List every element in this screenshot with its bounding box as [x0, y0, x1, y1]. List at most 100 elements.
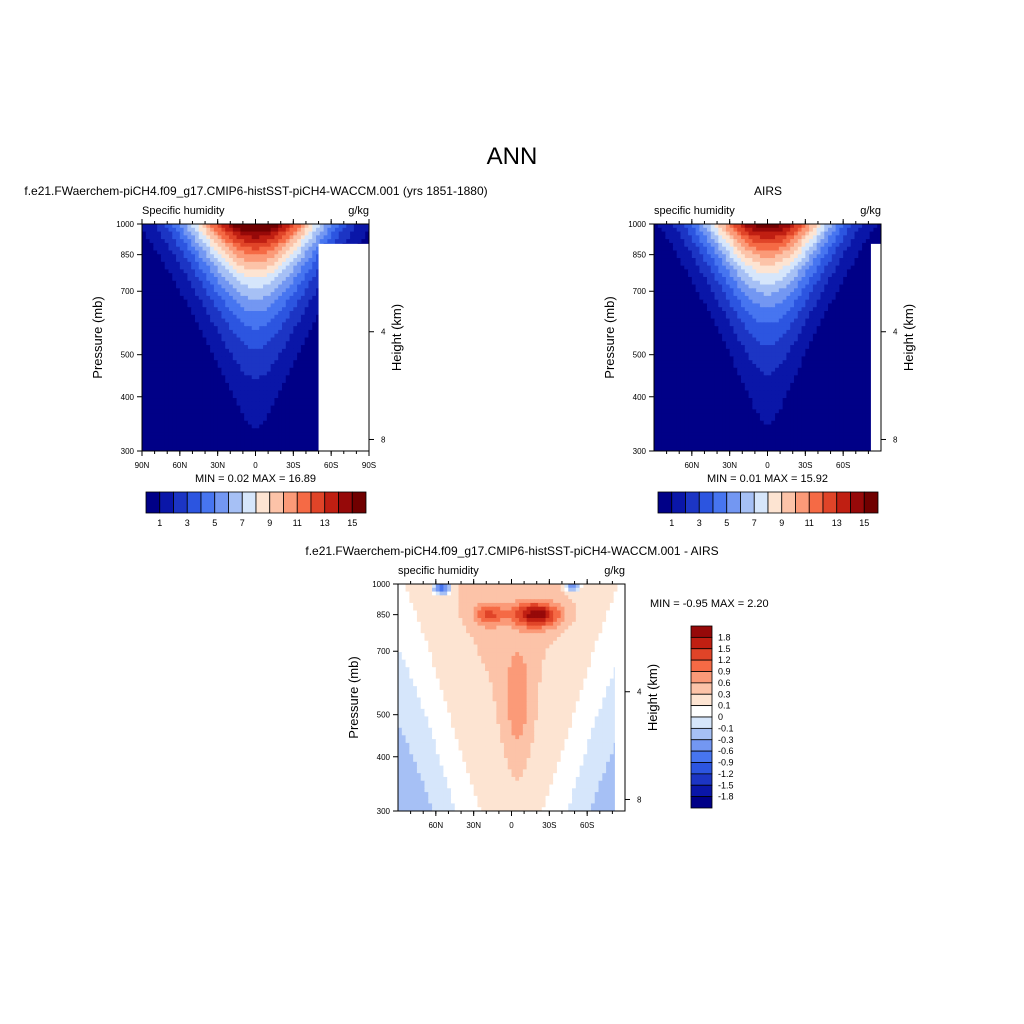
contour-cell	[289, 242, 294, 248]
contour-cell	[247, 337, 253, 342]
contour-cell	[835, 265, 840, 270]
contour-cell	[809, 235, 814, 240]
contour-cell	[259, 303, 264, 308]
contour-cell	[202, 329, 207, 335]
contour-cell	[297, 231, 302, 236]
contour-cell	[251, 269, 257, 274]
contour-cell	[281, 254, 287, 259]
contour-cell	[684, 258, 689, 263]
contour-cell	[232, 428, 238, 433]
contour-cell	[229, 303, 234, 308]
contour-cell	[790, 250, 795, 255]
contour-cell	[198, 382, 204, 388]
contour-cell	[775, 292, 780, 297]
contour-cell	[142, 318, 147, 323]
contour-cell	[285, 235, 291, 240]
contour-cell	[672, 254, 678, 259]
contour-cell	[877, 239, 881, 244]
contour-cell	[179, 386, 185, 392]
contour-cell	[661, 269, 666, 274]
contour-cell	[706, 239, 712, 244]
contour-cell	[202, 352, 207, 358]
contour-cell	[293, 413, 298, 418]
contour-cell	[274, 333, 279, 339]
contour-cell	[763, 280, 769, 286]
contour-cell	[820, 246, 825, 252]
contour-cell	[236, 280, 241, 286]
contour-cell	[206, 276, 211, 282]
contour-cell	[684, 288, 689, 293]
contour-cell	[289, 401, 294, 407]
contour-cell	[300, 432, 306, 437]
contour-cell	[285, 443, 291, 448]
contour-cell	[149, 276, 154, 282]
contour-cell	[225, 352, 230, 358]
contour-cell	[790, 239, 795, 244]
contour-cell	[213, 333, 219, 339]
contour-cell	[323, 224, 328, 229]
contour-cell	[270, 314, 276, 320]
contour-cell	[278, 341, 283, 346]
contour-cell	[142, 375, 147, 380]
contour-cell	[229, 401, 234, 407]
contour-cell	[820, 239, 825, 244]
contour-cell	[251, 390, 257, 395]
contour-cell	[654, 269, 659, 274]
contour-cell	[278, 432, 283, 437]
contour-cell	[259, 405, 264, 410]
contour-cell	[820, 276, 825, 282]
contour-cell	[263, 322, 268, 327]
contour-cell	[225, 311, 230, 316]
contour-cell	[247, 307, 253, 312]
contour-cell	[198, 345, 204, 350]
contour-cell	[312, 348, 317, 354]
contour-cell	[801, 254, 806, 259]
contour-cell	[725, 239, 731, 244]
contour-cell	[217, 386, 223, 392]
contour-cell	[202, 401, 207, 407]
contour-cell	[160, 265, 166, 270]
contour-cell	[176, 307, 181, 312]
contour-cell	[176, 292, 181, 297]
contour-cell	[797, 242, 803, 248]
contour-cell	[172, 443, 177, 448]
contour-cell	[331, 235, 336, 240]
contour-cell	[244, 398, 249, 403]
contour-cell	[669, 250, 674, 255]
contour-cell	[244, 231, 249, 236]
contour-cell	[176, 443, 181, 448]
contour-cell	[308, 333, 313, 339]
contour-cell	[654, 288, 659, 293]
contour-cell	[877, 231, 881, 236]
contour-cell	[202, 311, 207, 316]
contour-cell	[255, 443, 260, 448]
contour-cell	[293, 379, 298, 384]
contour-cell	[247, 250, 253, 255]
contour-cell	[160, 341, 166, 346]
contour-cell	[251, 239, 257, 244]
contour-cell	[820, 292, 825, 297]
contour-cell	[278, 409, 283, 414]
contour-cell	[797, 254, 803, 259]
contour-cell	[304, 409, 310, 414]
contour-cell	[312, 432, 317, 437]
contour-cell	[266, 280, 272, 286]
contour-cell	[793, 295, 799, 301]
contour-cell	[217, 435, 223, 441]
contour-cell	[187, 432, 192, 437]
contour-cell	[213, 416, 219, 422]
contour-cell	[145, 409, 151, 414]
contour-cell	[183, 352, 188, 358]
contour-cell	[297, 352, 302, 358]
contour-cell	[210, 371, 215, 376]
contour-cell	[263, 265, 268, 270]
contour-cell	[688, 299, 693, 305]
contour-cell	[304, 413, 310, 418]
contour-cell	[654, 295, 659, 301]
contour-cell	[308, 428, 313, 433]
contour-cell	[187, 269, 192, 274]
contour-cell	[259, 390, 264, 395]
contour-cell	[285, 254, 291, 259]
contour-cell	[270, 443, 276, 448]
contour-cell	[247, 409, 253, 414]
